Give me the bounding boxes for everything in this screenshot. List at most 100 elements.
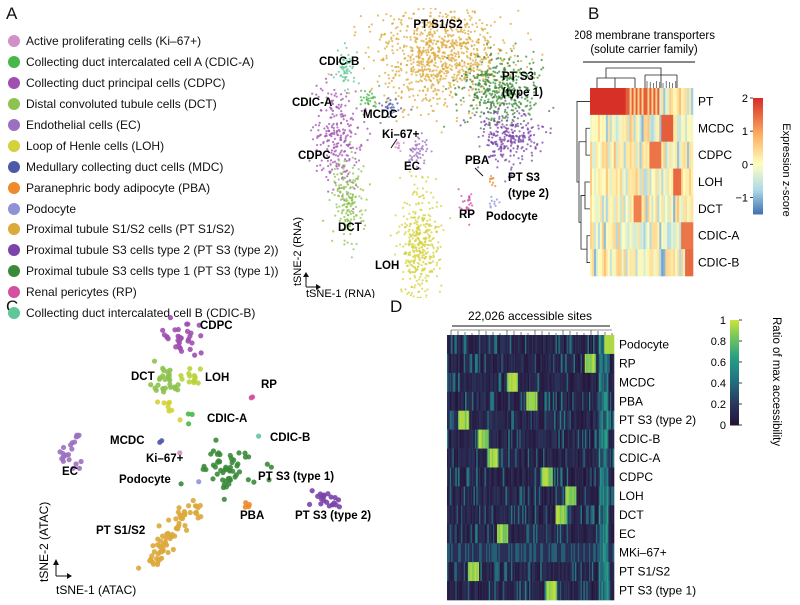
rna-point [395,70,398,73]
d-heatmap-cell [515,524,517,544]
d-heatmap-cell [483,486,485,506]
d-heatmap-cell [469,353,471,374]
d-heatmap-cell [473,353,476,374]
d-heatmap-cell [551,335,554,355]
rna-point [417,225,420,228]
d-heatmap-cell [559,429,562,449]
d-heatmap-cell [501,448,503,468]
d-heatmap-cell [502,335,505,355]
d-heatmap-cell [584,543,587,563]
d-heatmap-cell [512,486,515,506]
rna-point [467,41,470,44]
d-heatmap-cell [501,335,503,355]
d-heatmap-cell [451,486,453,506]
rna-point [503,146,506,149]
rna-point [416,106,419,109]
d-heatmap-cell [463,353,466,374]
rna-point [422,237,425,240]
d-heatmap-cell [488,391,491,412]
rna-point [395,120,398,123]
d-heatmap-cell [497,391,499,412]
rna-point [516,55,519,58]
rna-point [470,193,473,196]
b-heatmap-cell [651,222,654,250]
d-heatmap-cell [549,429,552,449]
rna-point [362,165,365,168]
rna-point [353,218,356,221]
rna-point [334,184,338,187]
b-heatmap-cell [609,249,613,277]
b-colorbar-segment [753,128,763,132]
rna-point [440,224,443,227]
d-heatmap-cell [523,486,526,506]
d-heatmap-cell [492,486,495,506]
d-heatmap-cell [524,353,527,374]
d-heatmap-cell [534,372,537,393]
d-heatmap-cell [447,335,449,355]
b-heatmap-cell [671,195,674,223]
d-heatmap-cell [558,335,561,355]
rna-point [339,138,342,142]
d-heatmap-cell [506,335,509,355]
b-heatmap-cell [593,222,597,250]
rna-point [329,132,332,135]
d-heatmap-cell [488,524,491,544]
rna-point [399,67,402,70]
atac-label-pt-s1s2: PT S1/S2 [96,525,145,537]
rna-point [522,138,525,141]
rna-point [429,239,432,243]
rna-point [340,121,343,124]
d-heatmap-cell [586,505,588,525]
rna-point [513,140,516,143]
d-heatmap-cell [453,335,456,355]
b-heatmap-cell [645,114,648,143]
b-heatmap-cell [683,141,686,169]
rna-point [431,70,434,73]
rna-point [410,108,413,111]
d-heatmap-cell [517,505,520,525]
rna-point [419,272,422,275]
d-heatmap-cell [474,372,477,393]
b-heatmap-cell [611,114,615,143]
b-heatmap-cell [633,222,636,250]
d-heatmap-cell [538,524,541,544]
rna-point [492,154,495,157]
d-heatmap-cell [555,335,558,355]
d-heatmap-cell [534,543,537,563]
rna-point [391,39,394,43]
d-heatmap-cell [477,505,480,525]
b-heatmap-cell [685,222,688,250]
rna-point [366,101,370,104]
rna-point [510,49,513,52]
rna-point [432,96,435,100]
rna-point [428,257,432,260]
d-heatmap-cell [504,335,506,355]
d-heatmap-cell [563,467,566,487]
b-heatmap-cell [669,168,672,196]
d-heatmap-cell [477,524,480,544]
rna-point [437,73,440,76]
rna-point [333,193,336,197]
rna-point [532,133,536,137]
d-heatmap-cell [534,353,537,374]
rna-point [366,138,369,142]
d-heatmap-cell [527,448,530,468]
rna-point [474,56,477,59]
d-heatmap-cell [495,505,498,525]
rna-point [442,77,445,80]
rna-point [418,240,422,243]
rna-point [351,201,354,204]
d-heatmap-cell [601,410,604,430]
rna-point [341,195,344,198]
rna-point [502,89,506,92]
d-heatmap-cell [491,562,494,582]
d-heatmap-cell [540,524,542,544]
atac-point [228,455,234,462]
rna-point [432,51,435,54]
d-heatmap-cell [533,353,535,374]
rna-point [426,251,429,254]
rna-point [398,225,401,228]
rna-point [512,87,516,90]
b-heatmap-cell [611,195,615,223]
d-heatmap-cell [602,372,605,393]
